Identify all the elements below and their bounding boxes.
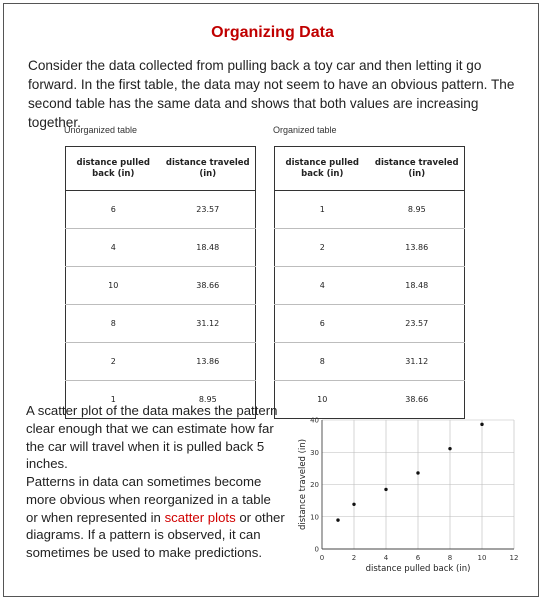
x-tick-label: 8 [448, 554, 452, 562]
table-cell: 4 [65, 228, 161, 267]
data-point [416, 471, 420, 475]
table-header-row: distance pulled back (in) distance trave… [274, 146, 465, 191]
patterns-text-after: or other diagrams. If a pattern is obser… [26, 509, 285, 561]
column-header: distance pulled back (in) [65, 146, 161, 191]
table-cell: 6 [274, 304, 370, 343]
scatter-plot-explanation: A scatter plot of the data makes the pat… [26, 403, 278, 472]
table-header-row: distance pulled back (in) distance trave… [65, 146, 256, 191]
intro-paragraph: Consider the data collected from pulling… [28, 58, 515, 130]
table-row: 1 8.95 [65, 380, 256, 419]
patterns-text-before: Patterns in data can sometimes become mo… [26, 474, 271, 525]
y-tick-label: 0 [315, 546, 319, 554]
x-tick-label: 4 [384, 554, 389, 562]
x-tick-label: 12 [510, 554, 519, 562]
y-axis-label: distance traveled (in) [298, 439, 308, 530]
table-cell: 23.57 [369, 304, 465, 343]
x-tick-label: 10 [478, 554, 487, 562]
table-row: 6 23.57 [274, 304, 465, 343]
scatter-plots-link[interactable]: scatter plots [164, 509, 236, 525]
x-tick-label: 6 [416, 554, 421, 562]
organized-table: distance pulled back (in) distance trave… [274, 146, 465, 419]
table-cell: 1 [65, 380, 161, 419]
table-row: 2 13.86 [274, 228, 465, 267]
data-point [448, 446, 452, 451]
y-tick-label: 10 [310, 513, 319, 521]
table-cell: 31.12 [369, 342, 465, 381]
organized-table-caption: Organized table [273, 125, 337, 135]
table-cell: 6 [110, 205, 116, 214]
table-row: 4 18.48 [274, 266, 465, 305]
table-cell: 10 [274, 380, 370, 419]
table-cell: 38.66 [369, 380, 465, 419]
x-axis-label: distance pulled back (in) [366, 564, 471, 574]
table-cell: 13.86 [369, 228, 465, 267]
data-point [384, 487, 388, 492]
table-row: 2 13.86 [65, 342, 256, 381]
table-cell: 10 [65, 266, 161, 305]
table-row: 1 8.95 [275, 191, 465, 229]
table-cell: 23.57 [196, 205, 220, 214]
column-header: distance traveled (in) [160, 146, 256, 191]
table-cell: 4 [274, 266, 370, 305]
table-cell: 1 [319, 205, 325, 214]
x-tick-label: 0 [320, 554, 324, 562]
unorganized-table: distance pulled back (in) distance trave… [65, 146, 256, 419]
table-cell: 18.48 [369, 266, 465, 305]
y-tick-label: 40 [310, 417, 319, 425]
plot-grid [322, 419, 515, 549]
table-cell: 8.95 [160, 380, 256, 419]
table-cell: 38.66 [160, 266, 256, 305]
table-row: 10 38.66 [274, 380, 465, 419]
table-cell: 2 [274, 228, 370, 267]
table-row: 8 31.12 [65, 304, 256, 343]
column-header: distance traveled (in) [369, 146, 465, 191]
table-row: 10 38.66 [65, 266, 256, 305]
x-tick-label: 2 [352, 554, 356, 562]
table-cell: 8.95 [407, 205, 426, 214]
plot-axes [321, 420, 514, 550]
scatter-plot: 0 2 4 6 8 10 12 0 10 20 30 40 distance pulled back … [298, 417, 518, 575]
table-row: 4 18.48 [65, 228, 256, 267]
plot-tick-labels: 0 2 4 6 8 10 12 0 10 20 30 40 [310, 417, 518, 563]
patterns-paragraph: Patterns in data can sometimes become mo… [26, 473, 286, 562]
page-title: Organizing Data [211, 24, 334, 41]
y-tick-label: 20 [310, 481, 319, 489]
table-cell: 8 [274, 342, 370, 381]
table-cell: 8 [65, 304, 161, 343]
table-row: 6 23.57 [66, 191, 256, 229]
data-point [352, 502, 356, 507]
plot-points [336, 422, 484, 522]
data-point [336, 518, 340, 522]
table-cell: 13.86 [160, 342, 256, 381]
table-row: 8 31.12 [274, 342, 465, 381]
table-cell: 18.48 [160, 228, 256, 267]
column-header: distance pulled back (in) [274, 146, 370, 191]
unorganized-table-caption: Unorganized table [64, 125, 138, 135]
table-cell: 2 [65, 342, 161, 381]
y-tick-label: 30 [310, 449, 319, 457]
table-cell: 31.12 [160, 304, 256, 343]
data-point [480, 422, 484, 427]
